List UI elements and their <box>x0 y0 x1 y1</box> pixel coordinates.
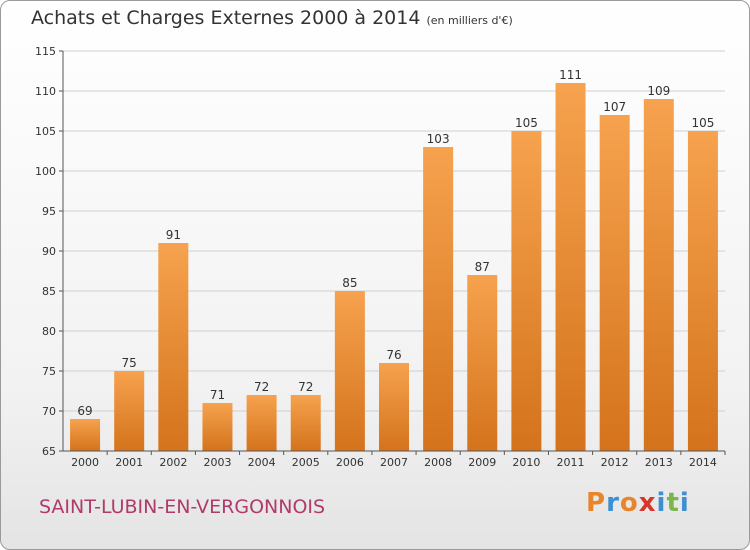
y-tick-label: 85 <box>42 285 56 298</box>
chart-title: Achats et Charges Externes 2000 à 2014 <box>31 7 421 29</box>
brand-letter: t <box>666 488 680 518</box>
data-label: 103 <box>427 132 450 146</box>
x-tick-label: 2007 <box>380 456 408 469</box>
y-tick-label: 90 <box>42 245 56 258</box>
x-tick-label: 2012 <box>601 456 629 469</box>
x-tick-label: 2011 <box>557 456 585 469</box>
brand-letter: i <box>656 488 667 518</box>
bar <box>467 275 498 451</box>
data-label: 111 <box>559 68 582 82</box>
x-tick-label: 2005 <box>292 456 320 469</box>
x-tick-label: 2013 <box>645 456 673 469</box>
data-label: 75 <box>122 356 137 370</box>
y-tick-label: 95 <box>42 205 56 218</box>
data-label: 85 <box>342 276 357 290</box>
x-tick-label: 2003 <box>203 456 231 469</box>
x-tick-label: 2009 <box>468 456 496 469</box>
bar <box>423 147 454 451</box>
bar <box>290 395 321 451</box>
bar <box>687 131 718 451</box>
y-tick-label: 80 <box>42 325 56 338</box>
data-label: 72 <box>254 380 269 394</box>
x-tick-label: 2006 <box>336 456 364 469</box>
brand-letter: r <box>606 488 620 518</box>
data-label: 69 <box>77 404 92 418</box>
y-tick-label: 65 <box>42 445 56 458</box>
x-tick-label: 2004 <box>248 456 276 469</box>
data-label: 109 <box>647 84 670 98</box>
chart-subtitle: (en milliers d'€) <box>426 14 513 27</box>
y-tick-label: 75 <box>42 365 56 378</box>
bar <box>70 419 101 451</box>
x-tick-label: 2000 <box>71 456 99 469</box>
y-tick-label: 100 <box>35 165 56 178</box>
brand-letter: i <box>679 488 690 518</box>
bar <box>599 115 630 451</box>
bar <box>114 371 145 451</box>
data-label: 105 <box>515 116 538 130</box>
chart-title-line: Achats et Charges Externes 2000 à 2014 (e… <box>31 7 513 29</box>
x-tick-label: 2001 <box>115 456 143 469</box>
data-label: 71 <box>210 388 225 402</box>
x-tick-label: 2010 <box>512 456 540 469</box>
data-label: 91 <box>166 228 181 242</box>
data-label: 72 <box>298 380 313 394</box>
proxiti-logo: Proxiti <box>586 488 690 518</box>
bar <box>555 83 586 451</box>
brand-letter: P <box>586 488 607 518</box>
bar <box>158 243 189 451</box>
bar <box>334 291 365 451</box>
data-label: 87 <box>475 260 490 274</box>
bar <box>246 395 277 451</box>
brand-letter: x <box>638 488 657 518</box>
x-tick-label: 2014 <box>689 456 717 469</box>
bar <box>643 99 674 451</box>
y-tick-label: 110 <box>35 85 56 98</box>
data-label: 105 <box>691 116 714 130</box>
y-tick-label: 105 <box>35 125 56 138</box>
y-tick-label: 115 <box>35 45 56 58</box>
x-tick-label: 2002 <box>159 456 187 469</box>
bar <box>202 403 233 451</box>
brand-letter: o <box>619 488 639 518</box>
town-name: SAINT-LUBIN-EN-VERGONNOIS <box>39 496 326 518</box>
y-tick-label: 70 <box>42 405 56 418</box>
x-tick-label: 2008 <box>424 456 452 469</box>
bar <box>379 363 409 451</box>
data-label: 76 <box>386 348 401 362</box>
data-label: 107 <box>603 100 626 114</box>
bar <box>511 131 542 451</box>
